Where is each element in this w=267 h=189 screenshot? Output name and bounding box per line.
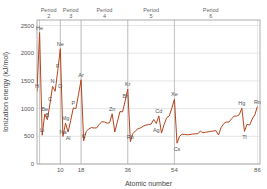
period-label-line: 5 bbox=[150, 13, 153, 19]
element-label: C bbox=[48, 96, 52, 102]
element-label: Cs bbox=[174, 146, 181, 152]
element-label: Rn bbox=[254, 99, 261, 105]
tick-label: 54 bbox=[171, 167, 178, 173]
tick-label: 2500 bbox=[21, 23, 35, 29]
element-label: Mg bbox=[62, 115, 70, 121]
element-label: Hg bbox=[238, 100, 245, 106]
y-axis-label: Ionization energy (kJ/mol) bbox=[2, 52, 10, 132]
tick-label: 36 bbox=[124, 167, 131, 173]
element-label: Al bbox=[66, 135, 71, 141]
element-label: Li bbox=[40, 127, 44, 133]
period-label: Period3 bbox=[63, 7, 79, 19]
grid-line bbox=[37, 80, 260, 81]
grid-line bbox=[37, 25, 260, 26]
period-label-line: 3 bbox=[69, 13, 72, 19]
element-label: Rb bbox=[127, 134, 134, 140]
tick-label: 1000 bbox=[21, 106, 35, 112]
tick-label: 2000 bbox=[21, 50, 35, 56]
element-label: Zn bbox=[109, 106, 115, 112]
period-label-line: 4 bbox=[103, 13, 106, 19]
element-label: B bbox=[46, 112, 50, 118]
element-label: N bbox=[51, 78, 55, 84]
element-label: Br bbox=[122, 93, 128, 99]
element-label: Xe bbox=[171, 91, 178, 97]
period-label: Period4 bbox=[96, 7, 112, 19]
period-label-line: 6 bbox=[209, 13, 212, 19]
element-label: Kr bbox=[125, 81, 131, 87]
element-label: He bbox=[36, 25, 43, 31]
tick-label: 0 bbox=[31, 161, 35, 167]
period-label: Period5 bbox=[143, 7, 159, 19]
period-label: Period6 bbox=[203, 7, 219, 19]
element-label: O bbox=[58, 83, 63, 89]
element-label: Ar bbox=[78, 72, 84, 78]
element-label: K bbox=[82, 133, 86, 139]
plot-frame bbox=[37, 20, 260, 164]
element-label: Ag bbox=[153, 127, 160, 133]
element-label: H bbox=[35, 83, 39, 89]
grid-line bbox=[37, 53, 260, 54]
element-label: Tl bbox=[242, 134, 247, 140]
tick-label: 1500 bbox=[21, 78, 35, 84]
element-label: Na bbox=[59, 129, 67, 135]
chart: 050010001500200025001018365486Atomic num… bbox=[0, 0, 267, 189]
period-label-line: 2 bbox=[47, 13, 50, 19]
tick-label: 18 bbox=[78, 167, 85, 173]
plot-area bbox=[37, 20, 260, 164]
grid-line bbox=[257, 20, 258, 164]
tick-label: 86 bbox=[254, 167, 261, 173]
element-label: Ne bbox=[57, 41, 64, 47]
plot-marks bbox=[37, 33, 257, 144]
grid-line bbox=[37, 108, 260, 109]
x-axis-label: Atomic number bbox=[125, 180, 173, 187]
element-label: F bbox=[56, 63, 60, 69]
data-line bbox=[37, 33, 257, 144]
element-label: Cd bbox=[155, 108, 162, 114]
element-label: P bbox=[71, 100, 75, 106]
tick-label: 500 bbox=[24, 133, 35, 139]
tick-label: 10 bbox=[57, 167, 64, 173]
period-label: Period2 bbox=[41, 7, 57, 19]
